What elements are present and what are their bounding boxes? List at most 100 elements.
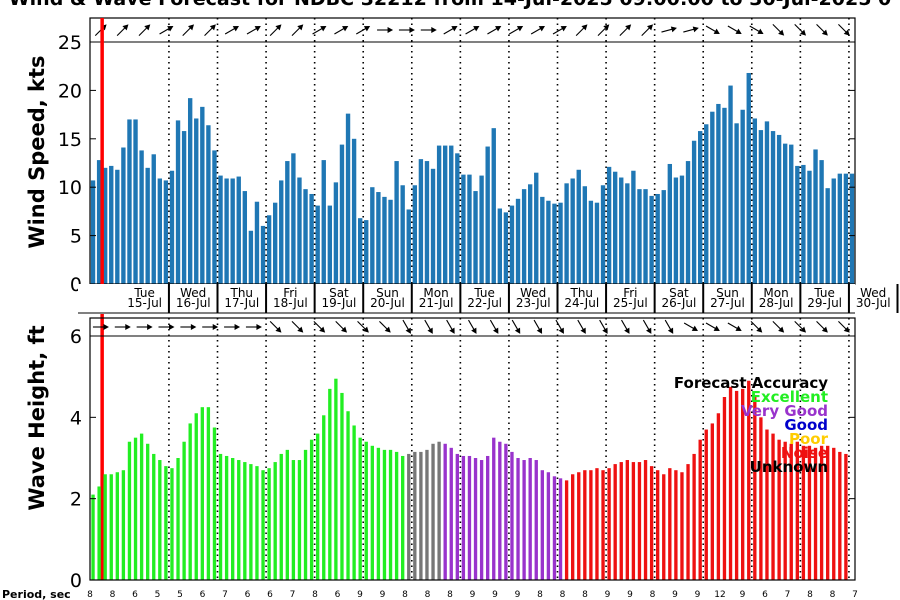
period-value: 9 xyxy=(605,590,611,600)
wave-bar xyxy=(309,439,314,580)
arrow-head xyxy=(341,326,348,333)
wind-bar xyxy=(230,178,235,284)
day-date: 27-Jul xyxy=(710,296,745,310)
wave-bar xyxy=(564,480,569,580)
wind-bar xyxy=(637,189,642,284)
day-name: Wed xyxy=(180,286,206,300)
wave-bar xyxy=(91,494,95,580)
wave-bar xyxy=(698,439,702,580)
direction-arrow xyxy=(443,26,458,35)
wave-bar xyxy=(370,445,374,580)
wave-bar xyxy=(146,443,150,580)
legend-item: Unknown xyxy=(750,458,828,476)
wave-bar xyxy=(680,472,684,580)
day-date: 19-Jul xyxy=(322,296,357,310)
period-value: 9 xyxy=(470,590,476,600)
wave-bar xyxy=(607,468,611,580)
day-name: Thu xyxy=(570,286,594,300)
wind-bar xyxy=(679,175,685,284)
wind-bar xyxy=(109,165,114,284)
wind-bar xyxy=(297,177,302,284)
wind-bar xyxy=(509,205,515,284)
wind-bar xyxy=(491,128,496,284)
wave-bar xyxy=(801,445,806,580)
wave-bar xyxy=(528,458,532,580)
wind-bar xyxy=(479,175,484,284)
wave-bar xyxy=(838,451,842,580)
wave-bar xyxy=(534,460,538,580)
direction-arrow xyxy=(727,322,742,331)
wave-bar xyxy=(170,468,174,580)
wave-bar xyxy=(382,449,387,580)
wave-bar xyxy=(813,447,818,580)
wind-bar xyxy=(121,147,126,284)
wind-bar xyxy=(631,170,636,284)
arrow-head xyxy=(232,26,239,32)
direction-arrow xyxy=(313,320,326,333)
day-date: 26-Jul xyxy=(662,296,697,310)
arrow-head xyxy=(646,327,652,334)
y-tick-label: 4 xyxy=(70,407,82,429)
direction-arrow xyxy=(838,320,850,333)
direction-arrow xyxy=(468,319,477,334)
wind-bar xyxy=(175,120,181,284)
arrow-head xyxy=(427,327,433,334)
period-value: 7 xyxy=(222,590,228,600)
wave-bar xyxy=(795,441,799,580)
wind-bar xyxy=(704,124,709,284)
wave-bar xyxy=(552,476,557,580)
arrow-head xyxy=(603,24,610,31)
wave-bar xyxy=(662,474,666,580)
wave-bar xyxy=(692,453,696,580)
wind-bar xyxy=(691,140,697,284)
wind-bar xyxy=(139,150,144,284)
arrow-head xyxy=(275,326,282,333)
arrow-head xyxy=(667,327,674,334)
direction-arrow xyxy=(816,23,828,36)
wave-bar xyxy=(674,470,678,580)
arrow-head xyxy=(212,324,219,330)
arrow-head xyxy=(320,26,327,32)
direction-arrow xyxy=(642,319,652,334)
day-name: Mon xyxy=(763,286,788,300)
day-name: Sat xyxy=(669,286,689,300)
direction-arrow xyxy=(446,319,455,334)
wave-bar xyxy=(249,464,253,580)
wind-bar xyxy=(194,118,199,284)
wind-bar xyxy=(746,72,751,284)
wind-bar xyxy=(285,161,290,284)
wind-bar xyxy=(133,119,138,284)
wind-bar xyxy=(582,186,588,284)
arrow-head xyxy=(560,26,567,32)
direction-arrow xyxy=(599,319,608,334)
wave-bar xyxy=(273,462,277,580)
direction-arrow xyxy=(356,26,371,35)
wave-bar xyxy=(455,453,459,580)
y-tick-label: 6 xyxy=(70,326,82,348)
period-value: 8 xyxy=(560,590,566,600)
wave-bar xyxy=(449,447,453,580)
wind-bar xyxy=(339,144,345,284)
wave-bar xyxy=(394,451,399,580)
day-date: 28-Jul xyxy=(759,296,794,310)
wave-bar xyxy=(789,443,793,580)
wave-bar xyxy=(364,441,368,580)
wind-bar xyxy=(254,201,260,284)
wave-bar xyxy=(431,443,435,580)
wind-bar xyxy=(327,205,333,284)
wind-bar xyxy=(430,168,436,284)
wave-bar xyxy=(164,466,168,580)
legend-title: Forecast Accuracy xyxy=(674,374,828,392)
wave-bar xyxy=(704,429,708,580)
wave-bar xyxy=(753,394,757,580)
arrow-head xyxy=(125,324,131,330)
wave-bar xyxy=(316,433,320,580)
direction-arrow xyxy=(224,324,241,330)
wind-bar xyxy=(734,123,739,284)
y-tick-label: 2 xyxy=(70,489,82,511)
direction-arrow xyxy=(772,320,785,333)
period-value: 7 xyxy=(290,590,296,600)
day-band xyxy=(78,284,855,314)
wind-bar xyxy=(612,171,618,284)
